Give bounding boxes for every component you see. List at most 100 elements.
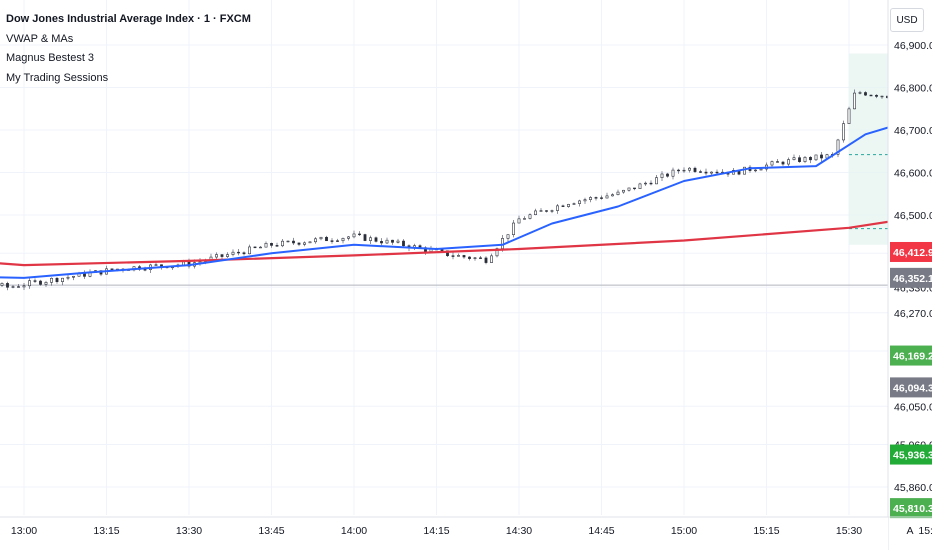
candle-body: [589, 197, 592, 200]
candle-141: [666, 172, 669, 178]
candle-71: [281, 239, 284, 248]
candle-113: [512, 220, 515, 238]
candle-body: [319, 236, 323, 240]
candle-106: [473, 257, 477, 261]
candle-78: [319, 236, 323, 241]
candle-body: [215, 254, 218, 258]
candle-116: [528, 213, 532, 220]
candle-147: [699, 169, 702, 173]
candle-124: [572, 202, 576, 205]
candle-129: [600, 195, 603, 200]
candle-body: [286, 240, 290, 243]
x-tick-9: 15:15: [753, 525, 779, 537]
candle-86: [363, 233, 367, 242]
candle-body: [402, 240, 405, 247]
candle-body: [33, 280, 37, 282]
candle-63: [237, 249, 240, 256]
candle-body: [330, 240, 334, 242]
candle-81: [336, 238, 339, 242]
candle-62: [231, 249, 235, 257]
time-axis-bg: [0, 517, 888, 550]
candle-163: [787, 157, 790, 167]
candle-body: [352, 233, 356, 238]
indicator-magnus[interactable]: Magnus Bestest 3: [6, 52, 95, 64]
candle-body: [616, 191, 620, 196]
price-badge-bg: [890, 498, 932, 519]
candle-body: [61, 277, 64, 282]
candle-body: [638, 183, 642, 189]
candle-body: [523, 218, 526, 220]
candle-136: [638, 182, 642, 189]
candle-91: [391, 239, 394, 245]
candle-93: [402, 239, 405, 248]
candle-140: [660, 171, 664, 182]
candle-48: [154, 262, 158, 266]
candle-body: [649, 182, 653, 185]
candle-173: [842, 120, 845, 143]
candle-175: [853, 89, 856, 110]
candle-107: [479, 256, 482, 259]
candle-body: [506, 234, 510, 239]
candle-body: [270, 242, 273, 246]
currency-button[interactable]: USD: [890, 8, 924, 32]
candle-body: [803, 156, 807, 162]
candle-148: [704, 168, 708, 176]
candle-body: [693, 167, 697, 172]
candle-body: [325, 236, 328, 242]
candle-body: [336, 240, 339, 242]
candle-body: [220, 254, 224, 257]
vwap-line: [0, 113, 932, 279]
candle-29: [50, 277, 53, 286]
candle-body: [226, 254, 229, 257]
price-badge-label: 46,412.99: [893, 247, 932, 259]
candle-89: [380, 238, 383, 246]
x-tick-8: 15:00: [671, 525, 697, 537]
candle-body: [759, 168, 763, 171]
candle-132: [616, 189, 620, 196]
indicator-vwap[interactable]: VWAP & MAs: [6, 32, 74, 45]
price-badge-label: 45,810.32: [893, 503, 932, 515]
candle-166: [803, 156, 807, 164]
candle-102: [451, 252, 455, 260]
candle-body: [627, 187, 631, 191]
x-tick-4: 14:00: [341, 525, 367, 537]
candle-body: [655, 177, 658, 185]
candle-body: [55, 277, 59, 282]
indicator-sessions[interactable]: My Trading Sessions: [6, 71, 109, 84]
candle-70: [275, 242, 279, 247]
candle-21: [6, 281, 9, 291]
candle-body: [22, 285, 26, 288]
candle-33: [72, 275, 75, 281]
candle-162: [781, 160, 785, 166]
candle-body: [534, 210, 537, 215]
candle-body: [143, 269, 147, 271]
symbol-title[interactable]: Dow Jones Industrial Average Index · 1 ·…: [6, 13, 251, 25]
candle-26: [33, 278, 37, 284]
candle-body: [50, 277, 53, 283]
candle-90: [385, 237, 389, 244]
candle-20: [0, 282, 4, 287]
candle-138: [649, 180, 653, 186]
candle-body: [253, 246, 257, 249]
candle-body: [72, 275, 75, 278]
y-tick-4: 46,500.00: [894, 210, 932, 222]
x-tick-2: 13:30: [176, 525, 202, 537]
price-badge-0: 46,412.99: [890, 241, 932, 262]
price-badge-5: 45,810.32: [890, 498, 932, 519]
candle-168: [814, 154, 818, 161]
x-tick-1: 13:15: [93, 525, 119, 537]
candle-117: [534, 208, 537, 216]
candle-body: [369, 237, 372, 241]
candle-151: [721, 169, 724, 174]
candle-145: [688, 166, 691, 173]
candle-126: [583, 197, 587, 205]
y-tick-11: 45,860.00: [894, 482, 932, 494]
x-tick-10: 15:30: [836, 525, 862, 537]
candle-142: [671, 167, 675, 180]
candle-body: [231, 251, 235, 255]
candle-body: [622, 189, 625, 193]
candle-137: [644, 181, 647, 186]
y-tick-2: 46,700.00: [894, 125, 932, 137]
auto-scale-button[interactable]: A: [906, 525, 913, 537]
